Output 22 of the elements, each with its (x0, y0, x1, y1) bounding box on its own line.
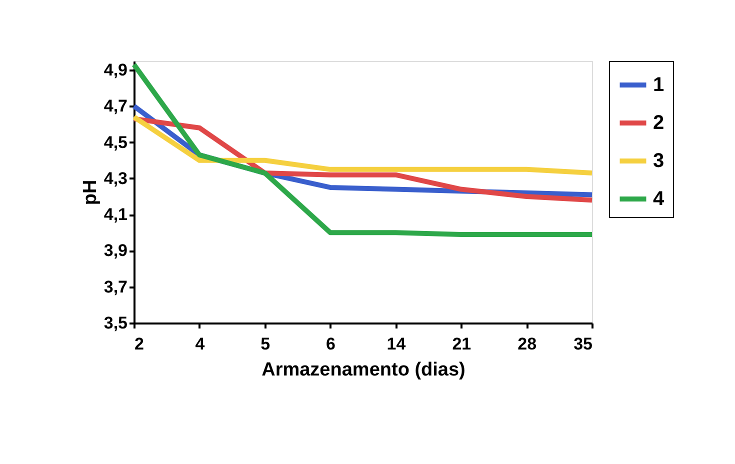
x-axis-title: Armazenamento (dias) (262, 360, 466, 380)
y-tick-label: 4,7 (104, 96, 128, 116)
y-tick-label: 3,9 (104, 241, 128, 260)
y-tick-label: 4,3 (104, 168, 128, 188)
x-tick-label: 28 (518, 334, 537, 354)
x-tick-label: 5 (260, 334, 270, 354)
y-tick-label: 4,5 (104, 132, 128, 152)
y-tick-label: 4,9 (104, 60, 128, 80)
x-tick-label: 6 (326, 334, 336, 354)
x-tick-label: 35 (574, 334, 592, 354)
y-tick-label: 3,5 (104, 314, 128, 332)
y-axis-title: pH (80, 180, 101, 206)
legend-label: 1 (653, 74, 664, 96)
y-tick-label: 3,7 (104, 277, 128, 296)
y-tick-label: 4,1 (104, 205, 128, 224)
legend-label: 2 (653, 112, 664, 134)
legend-label: 4 (653, 188, 665, 210)
x-tick-label: 21 (452, 334, 472, 354)
legend-label: 3 (653, 150, 664, 172)
x-tick-label: 2 (134, 334, 144, 354)
x-tick-label: 4 (195, 334, 206, 354)
x-tick-label: 14 (386, 334, 406, 354)
